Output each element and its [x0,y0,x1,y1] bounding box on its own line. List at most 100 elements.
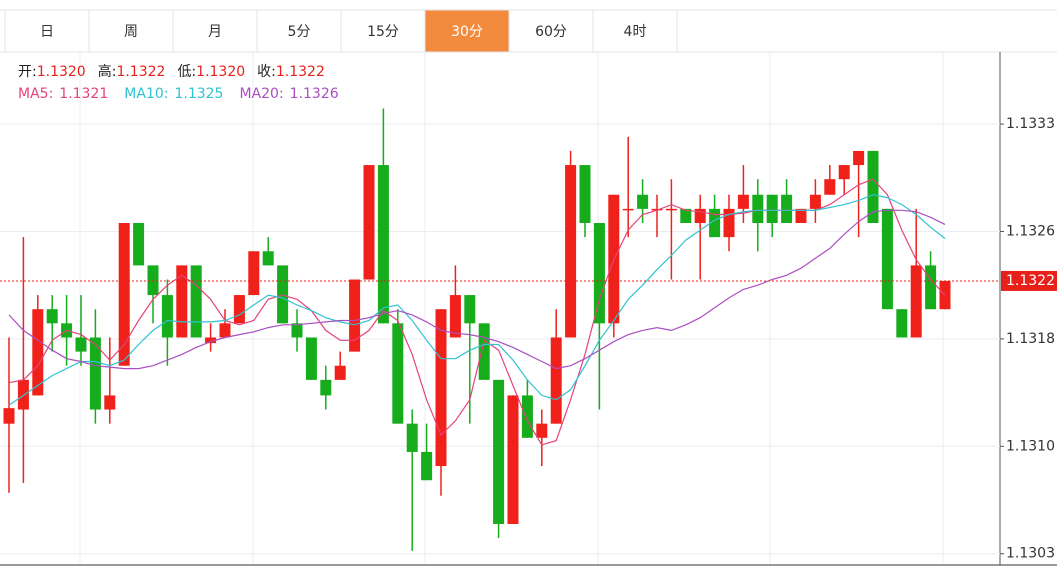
y-tick-label: 1.1303 [1006,546,1055,562]
y-tick-label: 1.1310 [1006,438,1055,454]
candle-body [363,165,375,280]
candle-body [219,323,231,338]
candle-body [377,165,389,324]
y-tick-label: 1.1333 [1006,116,1055,132]
info-value: 1.1320 [37,64,86,80]
candle-body [579,165,591,223]
candle-body [809,194,821,209]
legend-name: MA10: [124,86,168,102]
candle-body [925,265,937,310]
candle-body [421,451,433,481]
candle-body [349,279,361,352]
legend-value: 1.1326 [290,86,339,102]
candle-body [104,395,116,410]
candle-body [118,223,130,366]
info-value: 1.1322 [116,64,165,80]
ma-line [8,194,946,406]
candle-body [176,265,188,338]
candle-body [766,194,778,223]
candle-body [910,265,922,338]
candle-body [449,295,461,338]
candle-body [277,265,289,324]
candle-body [305,337,317,380]
candle-body [824,179,836,195]
tab-label[interactable]: 30分 [451,24,483,40]
tab[interactable] [172,9,258,53]
candle-body [521,395,533,438]
info-value: 1.1320 [196,64,245,80]
candle-body [3,408,15,424]
candle-body [507,395,519,525]
current-price-label: 1.1322 [1006,273,1055,289]
tab-label[interactable]: 5分 [288,24,311,40]
candle-body [133,223,145,266]
candle-body [737,194,749,209]
info-label: 高: [98,63,117,80]
y-tick-label: 1.1326 [1006,223,1055,239]
candle-body [853,150,865,166]
candle-body [665,208,677,211]
candle-body [320,379,332,396]
candle-body [334,365,346,380]
candle-body [795,208,807,223]
info-label: 收: [257,64,276,80]
candle-body [478,323,490,380]
info-label: 低: [177,64,196,80]
candle-body [75,337,87,352]
info-label: 开: [18,64,37,80]
candle-body [723,208,735,238]
info-value: 1.1322 [276,64,325,80]
candle-body [651,208,663,211]
candle-body [781,194,793,223]
legend-value: 1.1321 [59,86,108,102]
tab[interactable] [88,9,174,53]
candle-body [32,309,44,396]
candle-body [550,337,562,424]
ma-legend: MA5: 1.1321 MA10: 1.1325 MA20: 1.1326 [18,86,339,102]
candle-body [709,208,721,238]
legend-value: 1.1325 [174,86,223,102]
candle-body [392,323,404,424]
candle-body [464,295,476,324]
legend-name: MA20: [239,86,283,102]
candle-body [161,295,173,338]
candle-body [867,150,879,223]
tab-label[interactable]: 周 [124,24,138,40]
tab-label[interactable]: 月 [208,24,222,40]
candle-body [493,379,505,525]
candle-body [205,337,217,344]
candle-body [536,423,548,438]
tab[interactable] [592,9,678,53]
candle-body [694,208,706,223]
tab-label[interactable]: 15分 [367,24,399,40]
current-price-box [1001,270,1057,291]
candle-body [838,165,850,180]
tab[interactable] [340,9,426,53]
tab[interactable] [256,9,342,53]
ohlc-info: 开:1.1320 高:1.1322 低:1.1320 收:1.1322 [18,63,325,80]
candle-body [593,223,605,324]
candle-body [262,251,274,266]
tab-label[interactable]: 日 [40,24,54,40]
tab[interactable] [424,9,510,53]
tab-label[interactable]: 4时 [624,24,647,40]
candle-body [881,208,893,310]
candle-body [637,194,649,209]
y-tick-label: 1.1318 [1006,331,1055,347]
candle-body [406,423,418,452]
candle-body [190,265,202,338]
candle-body [622,208,634,211]
candle-body [248,251,260,296]
candle-body [147,265,159,296]
tab[interactable] [508,9,594,53]
candle-body [680,208,692,223]
candle-body [896,309,908,338]
ma-line [8,209,946,370]
tab-label[interactable]: 60分 [535,24,567,40]
candle-body [233,295,245,324]
candle-body [752,194,764,223]
candle-body [46,309,58,324]
